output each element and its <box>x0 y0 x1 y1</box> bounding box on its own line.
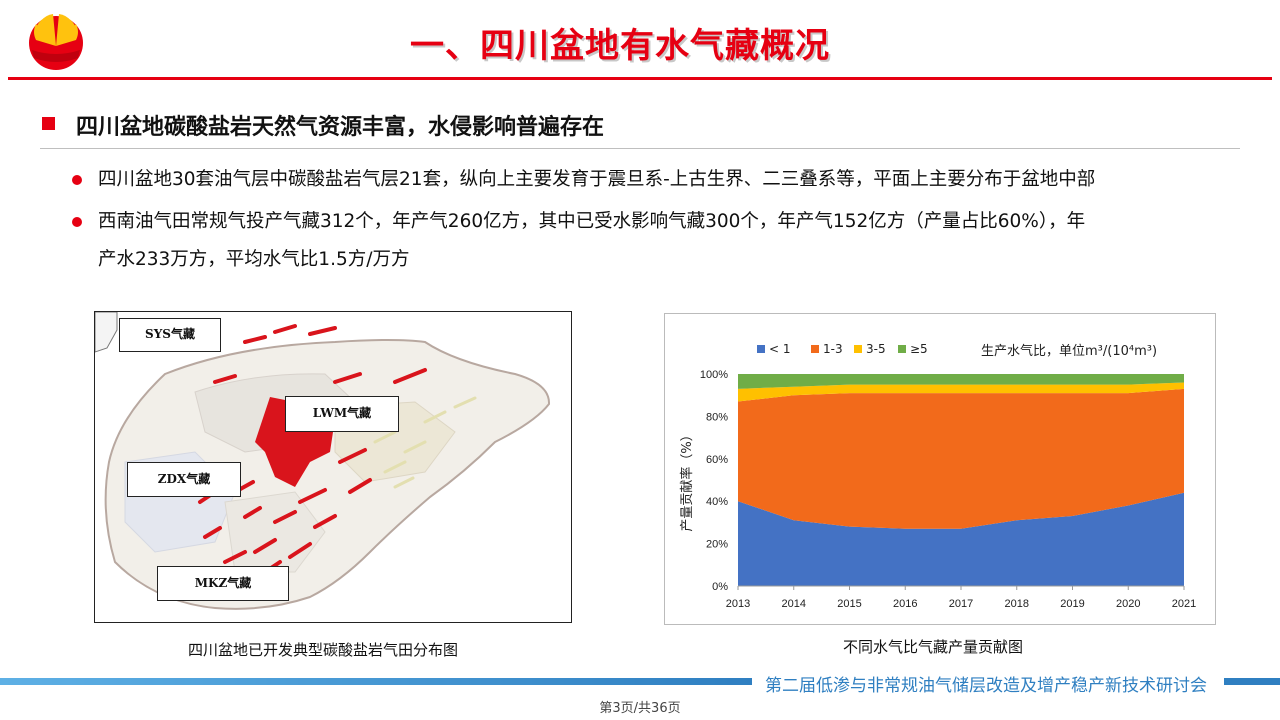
x-tick-label: 2013 <box>726 598 750 610</box>
x-tick-label: 2015 <box>837 598 861 610</box>
y-tick-label: 60% <box>706 454 728 466</box>
area-series-1 <box>738 388 1184 529</box>
area-series-2 <box>738 382 1184 402</box>
x-tick-label: 2016 <box>893 598 917 610</box>
section-heading: 四川盆地碳酸盐岩天然气资源丰富，水侵影响普遍存在 <box>76 115 605 140</box>
x-tick-label: 2021 <box>1172 598 1196 610</box>
map-caption: 四川盆地已开发典型碳酸盐岩气田分布图 <box>188 641 459 659</box>
y-tick-label: 100% <box>700 369 728 381</box>
legend-label-1: 1-3 <box>823 342 843 356</box>
area-series-3 <box>738 374 1184 389</box>
conference-name: 第二届低渗与非常规油气储层改造及增产稳产新技术研讨会 <box>765 676 1207 696</box>
y-tick-label: 20% <box>706 539 728 551</box>
x-tick-label: 2020 <box>1116 598 1140 610</box>
x-tick-label: 2019 <box>1060 598 1084 610</box>
page-number: 第3页/共36页 <box>599 701 681 716</box>
legend-swatch-0 <box>757 345 765 353</box>
footer-bar-right <box>1224 678 1280 685</box>
callout-lwm: LWM气藏 <box>285 396 399 432</box>
legend-swatch-3 <box>898 345 906 353</box>
y-tick-label: 0% <box>712 581 728 593</box>
page-title: 一、四川盆地有水气藏概况 <box>410 26 830 66</box>
legend-swatch-2 <box>854 345 862 353</box>
section-bullet-icon <box>42 117 55 130</box>
legend-note: 生产水气比，单位m³/(10⁴m³) <box>981 343 1157 359</box>
footer-bar-left <box>0 678 752 685</box>
stacked-area-chart: 0% 20% 40% 60% 80% 100% 2013 2014 2015 2016 2017 20… <box>679 342 1196 610</box>
chart-frame: 0% 20% 40% 60% 80% 100% 2013 2014 2015 2016 2017 20… <box>664 313 1216 625</box>
company-logo <box>29 14 83 70</box>
bullet-dot-icon <box>72 217 82 227</box>
callout-zdx: ZDX气藏 <box>127 462 241 497</box>
bullet-dot-icon <box>72 175 82 185</box>
callout-sys: SYS气藏 <box>119 318 221 352</box>
callout-mkz: MKZ气藏 <box>157 566 289 601</box>
y-tick-label: 40% <box>706 496 728 508</box>
bullet-text-continued: 产水233万方，平均水气比1.5方/万方 <box>98 249 410 270</box>
chart-caption: 不同水气比气藏产量贡献图 <box>843 638 1024 656</box>
y-tick-label: 80% <box>706 411 728 423</box>
x-tick-label: 2018 <box>1005 598 1029 610</box>
title-divider <box>8 77 1272 80</box>
legend-label-2: 3-5 <box>866 342 886 356</box>
legend-label-3: ≥5 <box>910 342 928 356</box>
legend-swatch-1 <box>811 345 819 353</box>
bullet-text: 西南油气田常规气投产气藏312个，年产气260亿方，其中已受水影响气藏300个，… <box>98 211 1086 232</box>
section-divider <box>40 148 1240 149</box>
bullet-text: 四川盆地30套油气层中碳酸盐岩气层21套，纵向上主要发育于震旦系-上古生界、二三… <box>98 169 1096 190</box>
x-tick-label: 2014 <box>782 598 806 610</box>
x-tick-label: 2017 <box>949 598 973 610</box>
y-axis-label: 产量贡献率（%） <box>679 428 695 531</box>
basin-map-figure: SYS气藏 LWM气藏 ZDX气藏 MKZ气藏 <box>94 311 572 623</box>
legend-label-0: < 1 <box>769 342 791 356</box>
